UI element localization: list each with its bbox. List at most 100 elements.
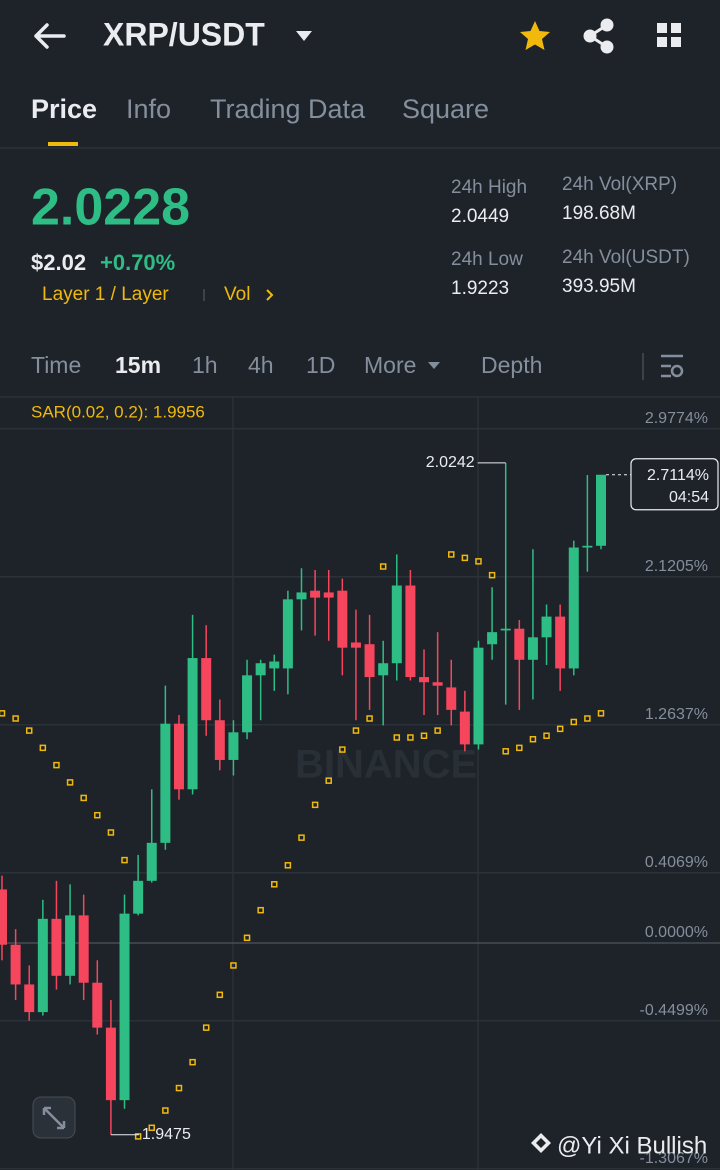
timeframe[interactable]: 4h: [248, 352, 274, 378]
sar-dot: [352, 727, 360, 734]
tab[interactable]: Square: [402, 94, 489, 124]
candle-body: [10, 944, 21, 985]
candle-body: [146, 842, 157, 881]
candle-body: [242, 675, 253, 733]
timeframe[interactable]: Depth: [481, 352, 542, 378]
candle-body: [350, 642, 361, 648]
candle-body: [419, 677, 430, 683]
candle-body: [337, 590, 348, 648]
tab[interactable]: Info: [126, 94, 171, 124]
vol-chevron: [266, 289, 274, 301]
candle-body: [323, 592, 334, 598]
vol-tag[interactable]: Vol: [224, 284, 250, 305]
sar-dot: [66, 779, 74, 786]
sar-dot: [311, 801, 319, 809]
candle-body: [405, 585, 416, 678]
favorite-star[interactable]: [520, 21, 550, 50]
sar-dot: [475, 558, 482, 565]
stat-label: 24h Vol(USDT): [562, 247, 690, 268]
candle-body: [228, 732, 239, 760]
sar-dot: [39, 744, 47, 752]
stat-value: 198.68M: [562, 203, 636, 224]
author-tag: @Yi Xi Bullish: [557, 1132, 707, 1159]
sar-dot: [12, 715, 19, 722]
indicator-label: SAR(0.02, 0.2): 1.9956: [31, 402, 205, 421]
candle-body: [24, 984, 35, 1013]
sar-dot: [584, 715, 591, 722]
sar-dot: [162, 1107, 169, 1114]
sar-dot: [80, 794, 87, 802]
candle-body: [432, 682, 443, 686]
tab-indicator: [48, 142, 78, 146]
sar-dot: [257, 906, 264, 914]
y-tick-label: -1.3067%: [640, 1150, 709, 1167]
timeframe[interactable]: Time: [31, 352, 81, 378]
candle-body: [596, 474, 606, 546]
sar-dot: [189, 1058, 196, 1066]
candle-body: [214, 720, 225, 760]
candle-body: [514, 628, 525, 660]
candle-body: [37, 918, 48, 1013]
candle-body: [78, 915, 89, 983]
candle-body: [541, 616, 552, 638]
sar-dot: [243, 934, 251, 942]
sar-dot: [502, 748, 509, 755]
candle-body: [364, 644, 375, 678]
sar-dot: [461, 554, 469, 562]
sar-dot: [543, 732, 550, 740]
candle-body: [473, 647, 484, 745]
back-button[interactable]: [34, 23, 66, 49]
grid-menu[interactable]: [657, 23, 681, 47]
sar-dot: [107, 829, 115, 836]
sar-dot: [420, 732, 428, 740]
candle-body: [105, 1027, 116, 1101]
countdown: 04:54: [669, 489, 709, 506]
tab[interactable]: Price: [31, 94, 97, 124]
pair-title[interactable]: XRP/USDT: [103, 16, 265, 52]
sar-dot: [434, 727, 441, 734]
pair-dropdown[interactable]: [296, 31, 312, 41]
candle-body: [255, 663, 266, 676]
timeframe[interactable]: 1h: [192, 352, 218, 378]
share-button[interactable]: [583, 18, 614, 54]
stat-value: 1.9223: [451, 278, 509, 299]
stat-value: 2.0449: [451, 206, 509, 227]
candle-body: [92, 982, 103, 1028]
candle-body: [391, 585, 402, 664]
sar-dot: [556, 725, 564, 733]
candle-body: [269, 661, 280, 669]
sar-dot: [216, 991, 224, 999]
last-price-box: [630, 458, 719, 511]
candle-body: [160, 723, 171, 843]
sar-dot: [393, 734, 401, 741]
watermark: BINANCE: [295, 743, 477, 787]
sar-dot: [230, 962, 237, 969]
candle-body: [527, 637, 538, 660]
sar-dot: [271, 881, 278, 888]
timeframe[interactable]: More: [364, 352, 416, 378]
stat-label: 24h Vol(XRP): [562, 174, 677, 195]
last-price-label: 2.7114%: [647, 467, 709, 484]
sar-dot: [339, 746, 346, 753]
tab[interactable]: Trading Data: [210, 94, 366, 124]
sar-dot: [53, 761, 60, 769]
stat-label: 24h High: [451, 177, 527, 198]
candle-body: [187, 658, 198, 790]
y-tick-label: 0.0000%: [645, 924, 708, 941]
candle-body: [65, 915, 76, 976]
y-tick-label: 0.4069%: [645, 854, 708, 871]
candle-body: [133, 880, 144, 914]
candle-body: [173, 723, 184, 790]
candle-body: [582, 545, 593, 548]
timeframe[interactable]: 15m: [115, 352, 161, 378]
candle-body: [459, 711, 470, 745]
more-dropdown[interactable]: [428, 362, 440, 369]
sar-dot: [407, 734, 414, 741]
last-price: 2.0228: [31, 179, 190, 237]
chart-settings[interactable]: [661, 354, 684, 378]
sar-dot: [298, 834, 305, 841]
candle-body: [201, 658, 212, 721]
sector-tag[interactable]: Layer 1 / Layer: [42, 284, 169, 305]
timeframe[interactable]: 1D: [306, 352, 335, 378]
